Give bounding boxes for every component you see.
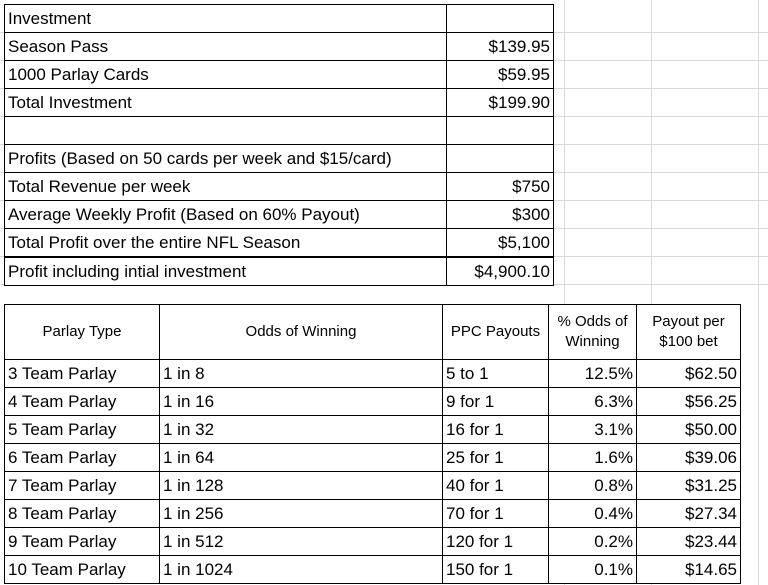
investment-label[interactable]: Total Investment (4, 88, 447, 117)
header-payout-line2: $100 bet (659, 333, 718, 350)
parlay-row: 10 Team Parlay 1 in 1024 150 for 1 0.1% $14.… (4, 555, 741, 584)
investment-row: Total Investment $199.90 (4, 88, 554, 117)
investment-label[interactable]: Profits (Based on 50 cards per week and … (4, 144, 447, 173)
pct-odds-cell[interactable]: 3.1% (548, 415, 637, 444)
investment-value[interactable]: $5,100 (446, 228, 554, 258)
investment-label[interactable]: Season Pass (4, 32, 447, 61)
ppc-payout-cell[interactable]: 120 for 1 (442, 527, 549, 556)
pct-odds-cell[interactable]: 0.4% (548, 499, 637, 528)
payout-per-100-cell[interactable]: $50.00 (636, 415, 741, 444)
investment-label[interactable]: 1000 Parlay Cards (4, 60, 447, 89)
header-payout-line1: Payout per (652, 313, 725, 330)
parlay-type-cell[interactable]: 5 Team Parlay (4, 415, 160, 444)
investment-row: Investment (4, 4, 554, 33)
ppc-payout-cell[interactable]: 150 for 1 (442, 555, 549, 584)
parlay-row: 8 Team Parlay 1 in 256 70 for 1 0.4% $27.34 (4, 499, 741, 528)
investment-row: Profits (Based on 50 cards per week and … (4, 144, 554, 173)
header-payout-per-100: Payout per $100 bet (636, 304, 741, 360)
investment-row: Profit including intial investment $4,900… (4, 256, 554, 286)
pct-odds-cell[interactable]: 0.8% (548, 471, 637, 500)
investment-value[interactable]: $59.95 (446, 60, 554, 89)
parlay-type-cell[interactable]: 6 Team Parlay (4, 443, 160, 472)
investment-value[interactable]: $199.90 (446, 88, 554, 117)
payout-per-100-cell[interactable]: $56.25 (636, 387, 741, 416)
payout-per-100-cell[interactable]: $27.34 (636, 499, 741, 528)
pct-odds-cell[interactable]: 12.5% (548, 359, 637, 388)
parlay-type-cell[interactable]: 8 Team Parlay (4, 499, 160, 528)
pct-odds-cell[interactable]: 6.3% (548, 387, 637, 416)
odds-cell[interactable]: 1 in 128 (159, 471, 443, 500)
investment-row: Total Revenue per week $750 (4, 172, 554, 201)
payout-per-100-cell[interactable]: $62.50 (636, 359, 741, 388)
parlay-row: 7 Team Parlay 1 in 128 40 for 1 0.8% $31.25 (4, 471, 741, 500)
investment-label[interactable] (4, 116, 447, 145)
payout-per-100-cell[interactable]: $23.44 (636, 527, 741, 556)
investment-value[interactable]: $139.95 (446, 32, 554, 61)
ppc-payout-cell[interactable]: 40 for 1 (442, 471, 549, 500)
payout-per-100-cell[interactable]: $39.06 (636, 443, 741, 472)
odds-cell[interactable]: 1 in 16 (159, 387, 443, 416)
parlay-type-cell[interactable]: 4 Team Parlay (4, 387, 160, 416)
pct-odds-cell[interactable]: 1.6% (548, 443, 637, 472)
investment-row: Average Weekly Profit (Based on 60% Payo… (4, 200, 554, 229)
header-pct-odds-line1: % Odds of (557, 313, 628, 330)
parlay-type-cell[interactable]: 9 Team Parlay (4, 527, 160, 556)
header-odds-of-winning: Odds of Winning (159, 304, 443, 360)
investment-label[interactable]: Average Weekly Profit (Based on 60% Payo… (4, 200, 447, 229)
parlay-type-cell[interactable]: 7 Team Parlay (4, 471, 160, 500)
investment-row: Season Pass $139.95 (4, 32, 554, 61)
ppc-payout-cell[interactable]: 16 for 1 (442, 415, 549, 444)
parlay-header-row: Parlay Type Odds of Winning PPC Payouts … (4, 304, 741, 360)
header-pct-odds: % Odds of Winning (548, 304, 637, 360)
ppc-payout-cell[interactable]: 70 for 1 (442, 499, 549, 528)
ppc-payout-cell[interactable]: 9 for 1 (442, 387, 549, 416)
odds-cell[interactable]: 1 in 32 (159, 415, 443, 444)
parlay-row: 6 Team Parlay 1 in 64 25 for 1 1.6% $39.06 (4, 443, 741, 472)
investment-value[interactable]: $4,900.10 (446, 256, 554, 286)
ppc-payout-cell[interactable]: 25 for 1 (442, 443, 549, 472)
investment-table: Investment Season Pass $139.95 1000 Parlay … (4, 4, 554, 286)
parlay-row: 5 Team Parlay 1 in 32 16 for 1 3.1% $50.00 (4, 415, 741, 444)
pct-odds-cell[interactable]: 0.2% (548, 527, 637, 556)
odds-cell[interactable]: 1 in 8 (159, 359, 443, 388)
odds-cell[interactable]: 1 in 256 (159, 499, 443, 528)
parlay-row: 4 Team Parlay 1 in 16 9 for 1 6.3% $56.25 (4, 387, 741, 416)
parlay-row: 9 Team Parlay 1 in 512 120 for 1 0.2% $23.44 (4, 527, 741, 556)
parlay-type-cell[interactable]: 3 Team Parlay (4, 359, 160, 388)
odds-cell[interactable]: 1 in 512 (159, 527, 443, 556)
payout-per-100-cell[interactable]: $14.65 (636, 555, 741, 584)
parlay-type-cell[interactable]: 10 Team Parlay (4, 555, 160, 584)
investment-label[interactable]: Total Revenue per week (4, 172, 447, 201)
pct-odds-cell[interactable]: 0.1% (548, 555, 637, 584)
investment-label[interactable]: Total Profit over the entire NFL Season (4, 228, 447, 258)
investment-row (4, 116, 554, 145)
investment-label[interactable]: Investment (4, 4, 447, 33)
odds-cell[interactable]: 1 in 64 (159, 443, 443, 472)
header-ppc-payouts: PPC Payouts (442, 304, 549, 360)
investment-row: 1000 Parlay Cards $59.95 (4, 60, 554, 89)
investment-value[interactable]: $300 (446, 200, 554, 229)
investment-row: Total Profit over the entire NFL Season $… (4, 228, 554, 258)
investment-value[interactable] (446, 116, 554, 145)
investment-value[interactable] (446, 4, 554, 33)
investment-value[interactable] (446, 144, 554, 173)
investment-label[interactable]: Profit including intial investment (4, 256, 447, 286)
parlay-table: Parlay Type Odds of Winning PPC Payouts … (4, 304, 741, 584)
payout-per-100-cell[interactable]: $31.25 (636, 471, 741, 500)
odds-cell[interactable]: 1 in 1024 (159, 555, 443, 584)
header-pct-odds-line2: Winning (565, 333, 620, 350)
header-parlay-type: Parlay Type (4, 304, 160, 360)
ppc-payout-cell[interactable]: 5 to 1 (442, 359, 549, 388)
investment-value[interactable]: $750 (446, 172, 554, 201)
